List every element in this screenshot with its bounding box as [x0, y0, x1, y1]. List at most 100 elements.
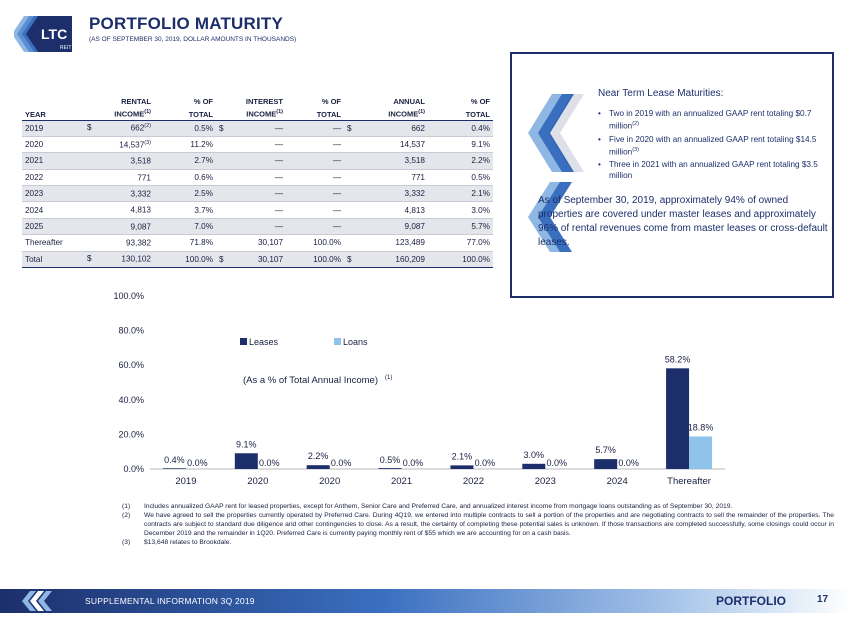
cell-value: 771: [137, 173, 151, 183]
chart-annotation: (As a % of Total Annual Income): [243, 375, 378, 386]
cell-value: 9,087: [404, 222, 426, 232]
footnote-text: We have agreed to sell the properties cu…: [144, 512, 834, 537]
cell-value: 160,209: [395, 254, 425, 264]
leases-data-label: 0.4%: [164, 455, 185, 465]
table-cell: $160,209: [344, 250, 428, 269]
legend-label-loans: Loans: [343, 337, 368, 347]
table-cell: 3,332: [84, 185, 154, 203]
loans-data-label: 0.0%: [618, 458, 639, 468]
table-cell: 771: [84, 169, 154, 187]
col-header-label: INCOME: [246, 109, 277, 119]
loans-data-label: 0.0%: [403, 458, 424, 468]
col-header-rental: INCOME(1): [84, 107, 154, 121]
table-cell: —: [216, 152, 286, 170]
cell-value: 14,537: [119, 140, 145, 150]
bullet-text: Two in 2019 with an annualized GAAP rent…: [609, 109, 812, 131]
currency-symbol: $: [87, 254, 92, 264]
y-tick-label: 20.0%: [118, 429, 144, 439]
table-cell-year: 2022: [22, 169, 84, 187]
cell-value: 3,332: [130, 189, 152, 199]
table-cell: 14,537: [344, 136, 428, 154]
table-cell: 100.0%: [428, 250, 493, 269]
table-cell: 4,813: [84, 201, 154, 219]
page-subtitle: (AS OF SEPTEMBER 30, 2019, DOLLAR AMOUNT…: [89, 36, 297, 43]
y-tick-label: 40.0%: [118, 395, 144, 405]
footnote-text: Includes annualized GAAP rent for leased…: [144, 503, 733, 510]
page-title: PORTFOLIO MATURITY: [89, 14, 284, 33]
table-row: Thereafter 93,382 71.8% 30,107 100.0% 123,489…: [22, 234, 493, 252]
loans-data-label: 0.0%: [547, 458, 568, 468]
table-cell: 71.8%: [154, 234, 216, 252]
table-cell: 30,107: [216, 234, 286, 252]
table-cell: —: [286, 218, 344, 236]
table-cell: 3,332: [344, 185, 428, 203]
table-cell-year: 2023: [22, 185, 84, 203]
table-cell: 9,087: [344, 218, 428, 236]
y-tick-label: 0.0%: [123, 464, 144, 474]
table-cell: 7.0%: [154, 218, 216, 236]
cell-value: 662: [130, 124, 145, 134]
leases-data-label: 3.0%: [524, 450, 545, 460]
table-cell: $662(2): [84, 120, 154, 137]
table-body: 2019 $662(2) 0.5% $ — — $662 0.4% 2020 14,537(3) 1…: [22, 120, 493, 269]
footnote-ref: (3): [144, 139, 151, 146]
table-cell: 0.5%: [154, 120, 216, 137]
table-cell: 2.7%: [154, 152, 216, 170]
y-tick-label: 80.0%: [118, 326, 144, 336]
col-header-interest: INCOME(1): [216, 107, 286, 121]
table-cell: —: [216, 169, 286, 187]
table-header-row-top: RENTAL % OF INTEREST % OF ANNUAL % OF: [22, 94, 493, 107]
table-cell: —: [286, 120, 344, 137]
footnotes: (1) Includes annualized GAAP rent for lea…: [122, 502, 834, 547]
footnote: (2) We have agreed to sell the properties…: [122, 511, 834, 538]
table-row: 2025 9,087 7.0% — —9,087 5.7%: [22, 218, 493, 236]
table-cell-year: 2025: [22, 218, 84, 236]
leases-bar: [450, 465, 474, 469]
x-tick-label: 2022: [463, 476, 484, 487]
currency-symbol: $: [347, 123, 352, 133]
leases-data-label: 2.1%: [452, 451, 473, 461]
table-row: 2024 4,813 3.7% — —4,813 3.0%: [22, 201, 493, 219]
col-header-top: % OF: [193, 97, 213, 106]
table-cell: 0.6%: [154, 169, 216, 187]
col-header-label: INCOME: [388, 109, 419, 119]
leases-bar: [234, 453, 258, 469]
table-cell: —: [286, 152, 344, 170]
cell-value: 3,518: [130, 156, 152, 166]
cell-value: —: [274, 123, 283, 133]
table-cell: 4,813: [344, 201, 428, 219]
leases-data-label: 2.2%: [308, 451, 329, 461]
ltc-logo: LTC REIT: [14, 16, 72, 52]
table-cell-year: Total: [22, 250, 84, 269]
leases-bar: [522, 463, 546, 469]
panel-heading: Near Term Lease Maturities:: [598, 88, 724, 99]
cell-value: 9,087: [130, 222, 152, 232]
cell-value: —: [274, 222, 283, 232]
cell-value: 14,537: [399, 140, 425, 150]
table-cell: 0.5%: [428, 169, 493, 187]
master-lease-paragraph: As of September 30, 2019, approximately …: [538, 195, 828, 248]
col-header-annual: INCOME(1): [344, 107, 428, 121]
x-tick-label: 2023: [535, 476, 556, 487]
leases-data-label: 5.7%: [595, 445, 616, 455]
cell-value: —: [274, 189, 283, 199]
loans-data-label: 0.0%: [475, 458, 496, 468]
x-tick-label: Thereafter: [667, 476, 711, 487]
table-cell: $130,102: [84, 250, 154, 269]
cell-value: —: [274, 156, 283, 166]
cell-value: 662: [411, 123, 425, 133]
cell-value: —: [274, 172, 283, 182]
leases-bar: [378, 468, 402, 469]
cell-value: 123,489: [395, 238, 425, 248]
table-cell: —: [286, 185, 344, 203]
col-header-annual-pct: TOTAL: [428, 107, 493, 121]
table-cell: 93,382: [84, 234, 154, 252]
list-item: Five in 2020 with an annualized GAAP ren…: [598, 134, 823, 158]
col-header-label: INCOME: [114, 109, 145, 119]
table-row: 2021 3,518 2.7% — —3,518 2.2%: [22, 152, 493, 170]
cell-value: 4,813: [404, 205, 426, 215]
footnote-number: (2): [122, 512, 131, 519]
list-item: Three in 2021 with an annualized GAAP re…: [598, 159, 823, 181]
table-cell-year: 2021: [22, 152, 84, 170]
